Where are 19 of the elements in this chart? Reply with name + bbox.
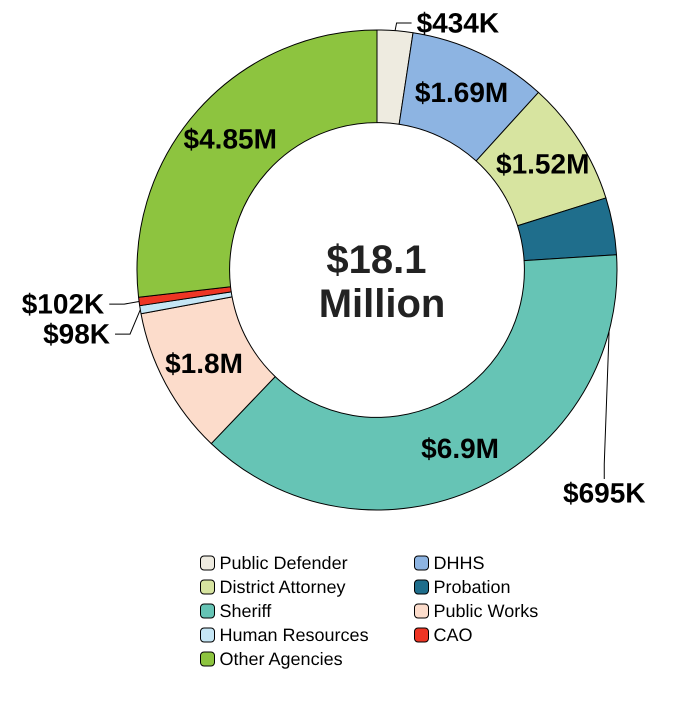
data-label: $4.85M xyxy=(184,124,277,155)
data-label: $6.9M xyxy=(421,432,499,464)
legend-label: Probation xyxy=(434,577,511,597)
legend-label: Public Works xyxy=(434,601,538,621)
text: $18.1 Million xyxy=(318,238,446,326)
legend-label: District Attorney xyxy=(220,577,346,597)
data-label: $1.52M xyxy=(496,148,590,180)
legend-label: Sheriff xyxy=(220,601,272,621)
legend-label: CAO xyxy=(434,625,473,645)
legend-label: Public Defender xyxy=(220,553,348,573)
data-label: $434K xyxy=(416,8,500,38)
data-label: $1.69M xyxy=(414,76,508,108)
legend-label: Other Agencies xyxy=(220,649,343,669)
data-label: $102K xyxy=(22,288,104,320)
legend-label: Human Resources xyxy=(220,625,369,645)
data-label: $98K xyxy=(43,318,110,350)
legend-label: DHHS xyxy=(434,553,485,573)
data-label: $695K xyxy=(563,478,646,508)
data-label: $1.8M xyxy=(165,348,243,380)
